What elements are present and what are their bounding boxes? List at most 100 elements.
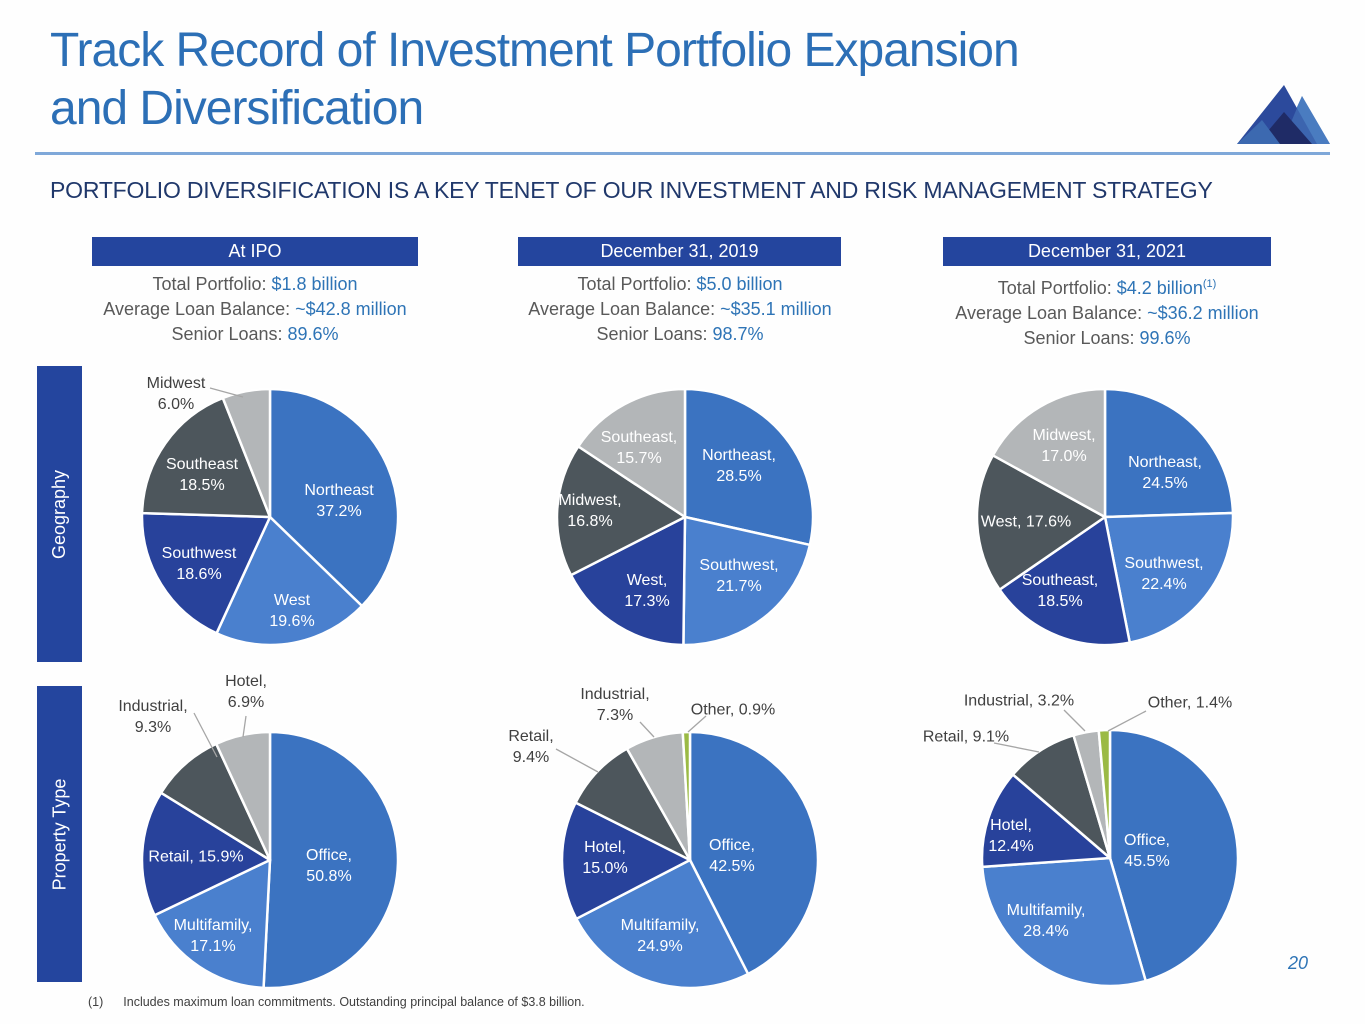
label-leader-line xyxy=(209,387,244,398)
pie-label-midwest: Midwest, 16.8% xyxy=(558,492,622,530)
pie-slice-midwest xyxy=(555,445,687,577)
pie-chart-property-dec-2021: Office, 45.5% Multifamily, 28.4% Hotel, 12.4%… xyxy=(923,675,1290,1005)
pie-label-hotel: Hotel, 12.4% xyxy=(988,817,1034,855)
pie-label-office: Office, 50.8% xyxy=(306,847,352,885)
page-title: Track Record of Investment Portfolio Exp… xyxy=(50,22,1020,138)
page-number: 20 xyxy=(1288,953,1309,973)
pie-chart-property-at-ipo: Office, 50.8% Multifamily, 17.1% Retail, 15.… xyxy=(90,673,450,1005)
stats-dec-2019: Total Portfolio: $5.0 billion Average Loa… xyxy=(470,272,890,347)
pie-label-northeast: Northeast, 24.5% xyxy=(1128,454,1202,492)
pie-label-multifamily: Multifamily, 17.1% xyxy=(173,917,253,955)
pie-chart-property-dec-2019: Office, 42.5% Multifamily, 24.9% Hotel, 15.0%… xyxy=(508,675,870,1005)
pie-slice-office xyxy=(688,730,820,976)
pie-label-office: Office, 45.5% xyxy=(1124,832,1170,870)
column-header-dec-2019: December 31, 2019 xyxy=(518,237,841,266)
stat-line: Average Loan Balance: ~$42.8 million xyxy=(103,299,407,319)
pie-slice-southwest xyxy=(140,511,272,635)
subtitle: PORTFOLIO DIVERSIFICATION IS A KEY TENET… xyxy=(50,177,1213,203)
pie-label-industrial: Industrial, 7.3% xyxy=(580,686,650,724)
pie-slice-multifamily xyxy=(575,858,750,990)
pie-slice-west xyxy=(975,454,1107,591)
page-title-line2: and Diversification xyxy=(50,82,424,135)
pie-label-southeast: Southeast, 15.7% xyxy=(600,429,678,467)
stats-at-ipo: Total Portfolio: $1.8 billion Average Loa… xyxy=(45,272,465,347)
pie-slice-southeast xyxy=(140,396,272,519)
label-leader-line xyxy=(555,748,599,773)
pie-chart-geography-dec-2021: Northeast, 24.5% Southwest, 22.4% Southeast,… xyxy=(925,367,1285,667)
column-header-dec-2021: December 31, 2021 xyxy=(943,237,1271,266)
pie-label-other: Other, 0.9% xyxy=(690,701,776,719)
pie-slice-office xyxy=(1108,728,1240,983)
pie-chart-geography-dec-2019: Northeast, 28.5% Southwest, 21.7% West, 17.3%… xyxy=(505,367,865,667)
pie-slice-midwest xyxy=(991,387,1107,519)
pie-slice-hotel xyxy=(980,773,1112,869)
pie-slice-northeast xyxy=(268,387,400,608)
pie-label-southwest: Southwest 18.6% xyxy=(161,545,237,583)
pie-slice-multifamily xyxy=(981,856,1147,988)
pie-label-west: West, 17.3% xyxy=(624,572,670,610)
pie-label-midwest: Midwest 6.0% xyxy=(146,375,206,413)
label-leader-line xyxy=(639,721,655,738)
footnote-text: Includes maximum loan commitments. Outst… xyxy=(123,995,585,1009)
pie-label-southwest: Southwest, 21.7% xyxy=(699,557,779,595)
row-label-property-type: Property Type xyxy=(37,686,82,982)
pie-slice-retail xyxy=(140,791,272,917)
column-header-at-ipo: At IPO xyxy=(92,237,418,266)
pie-chart-geography-at-ipo: Northeast 37.2% West 19.6% Southwest 18.6% Sou… xyxy=(90,367,450,667)
pie-slice-southwest xyxy=(1103,511,1235,644)
page-title-line1: Track Record of Investment Portfolio Exp… xyxy=(50,24,1020,77)
label-leader-line xyxy=(242,715,247,738)
stat-line: Senior Loans: 89.6% xyxy=(171,324,339,344)
stat-line: Total Portfolio: $1.8 billion xyxy=(152,274,358,294)
pie-label-retail: Retail, 15.9% xyxy=(148,848,244,866)
pie-slice-southeast xyxy=(576,387,687,519)
pie-label-southeast: Southeast, 18.5% xyxy=(1021,572,1099,610)
pie-label-office: Office, 42.5% xyxy=(709,837,755,875)
pie-label-retail: Retail, 9.1% xyxy=(922,728,1010,746)
title-divider-line xyxy=(35,152,1330,155)
stat-line: Senior Loans: 98.7% xyxy=(596,324,764,344)
pie-label-industrial: Industrial, 9.3% xyxy=(118,698,188,736)
label-leader-line xyxy=(193,712,218,758)
stat-line: Average Loan Balance: ~$35.1 million xyxy=(528,299,832,319)
pie-slice-midwest xyxy=(221,387,272,519)
pie-slice-hotel xyxy=(214,730,272,862)
pie-slice-other xyxy=(681,730,692,862)
stat-line: Total Portfolio: $4.2 billion(1) xyxy=(997,278,1217,298)
pie-slice-west xyxy=(215,515,364,647)
pie-slice-northeast xyxy=(683,387,815,547)
stat-line: Senior Loans: 99.6% xyxy=(1023,328,1191,348)
pie-label-hotel: Hotel, 15.0% xyxy=(582,839,628,877)
pie-slice-southwest xyxy=(682,515,812,647)
stats-dec-2021: Total Portfolio: $4.2 billion(1) Average … xyxy=(897,272,1317,351)
pie-slice-multifamily xyxy=(153,858,272,990)
pie-slice-office xyxy=(262,730,400,990)
pie-label-midwest: Midwest, 17.0% xyxy=(1032,427,1096,465)
pie-slice-southeast xyxy=(998,515,1132,647)
pie-slice-west xyxy=(569,515,687,647)
pie-label-northeast: Northeast 37.2% xyxy=(304,482,374,520)
label-leader-line xyxy=(1063,709,1086,732)
row-label-geography: Geography xyxy=(37,366,82,662)
label-leader-line xyxy=(687,715,707,733)
label-leader-line xyxy=(1107,710,1147,732)
pie-label-multifamily: Multifamily, 28.4% xyxy=(1006,902,1086,940)
stat-line: Total Portfolio: $5.0 billion xyxy=(577,274,783,294)
pie-label-southwest: Southwest, 22.4% xyxy=(1124,555,1204,593)
pie-label-industrial: Industrial, 3.2% xyxy=(963,692,1075,710)
pie-label-southeast: Southeast 18.5% xyxy=(165,456,239,494)
company-logo-mountain-icon xyxy=(1232,82,1332,153)
label-leader-line xyxy=(993,742,1040,753)
pie-label-west: West 19.6% xyxy=(269,592,315,630)
footnote: (1) Includes maximum loan commitments. Ou… xyxy=(88,995,585,1009)
footnote-marker: (1) xyxy=(88,995,104,1009)
pie-label-west: West, 17.6% xyxy=(980,513,1072,531)
pie-label-multifamily: Multifamily, 24.9% xyxy=(620,917,700,955)
pie-label-hotel: Hotel, 6.9% xyxy=(225,673,267,711)
pie-slice-northeast xyxy=(1103,387,1235,519)
pie-label-northeast: Northeast, 28.5% xyxy=(702,447,776,485)
pie-label-other: Other, 1.4% xyxy=(1147,694,1233,712)
stat-line: Average Loan Balance: ~$36.2 million xyxy=(955,303,1259,323)
pie-slice-hotel xyxy=(560,801,692,921)
